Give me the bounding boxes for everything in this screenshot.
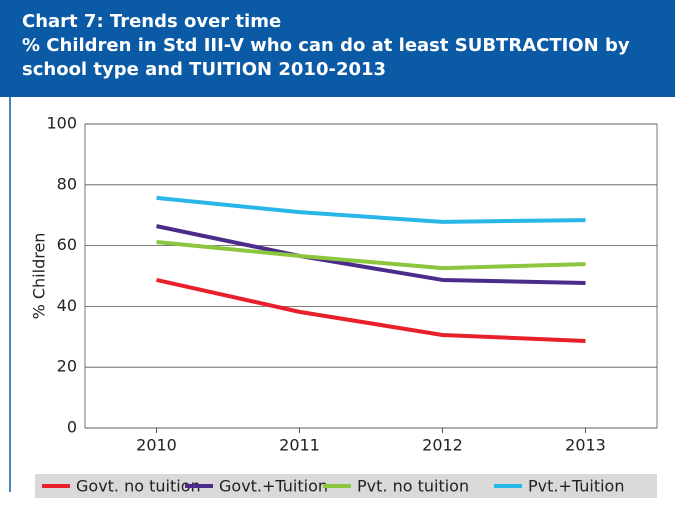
chart-title: Chart 7: Trends over time — [22, 11, 282, 32]
x-tick-label: 2010 — [136, 436, 177, 455]
legend-label: Govt. no tuition — [76, 477, 201, 496]
series-line — [156, 239, 586, 271]
x-tick-label: 2013 — [565, 436, 606, 455]
legend-label: Pvt.+Tuition — [528, 477, 624, 496]
header: Chart 7: Trends over time % Children in … — [0, 0, 675, 97]
legend-label: Pvt. no tuition — [357, 477, 469, 496]
series-line — [156, 278, 586, 344]
chart-subtitle: % Children in Std III-V who can do at le… — [22, 35, 630, 80]
x-tick-label: 2011 — [279, 436, 320, 455]
y-axis-label: % Children — [30, 233, 49, 320]
y-tick-label: 100 — [46, 114, 77, 133]
series-line — [156, 224, 586, 285]
y-tick-label: 60 — [57, 235, 77, 254]
x-tick-label: 2012 — [422, 436, 463, 455]
legend-label: Govt.+Tuition — [219, 477, 328, 496]
y-tick-label: 20 — [57, 357, 77, 376]
series-line — [156, 195, 586, 224]
plot-frame — [84, 123, 658, 429]
y-tick-label: 80 — [57, 174, 77, 193]
y-tick-label: 40 — [57, 296, 77, 315]
y-tick-label: 0 — [67, 418, 77, 437]
